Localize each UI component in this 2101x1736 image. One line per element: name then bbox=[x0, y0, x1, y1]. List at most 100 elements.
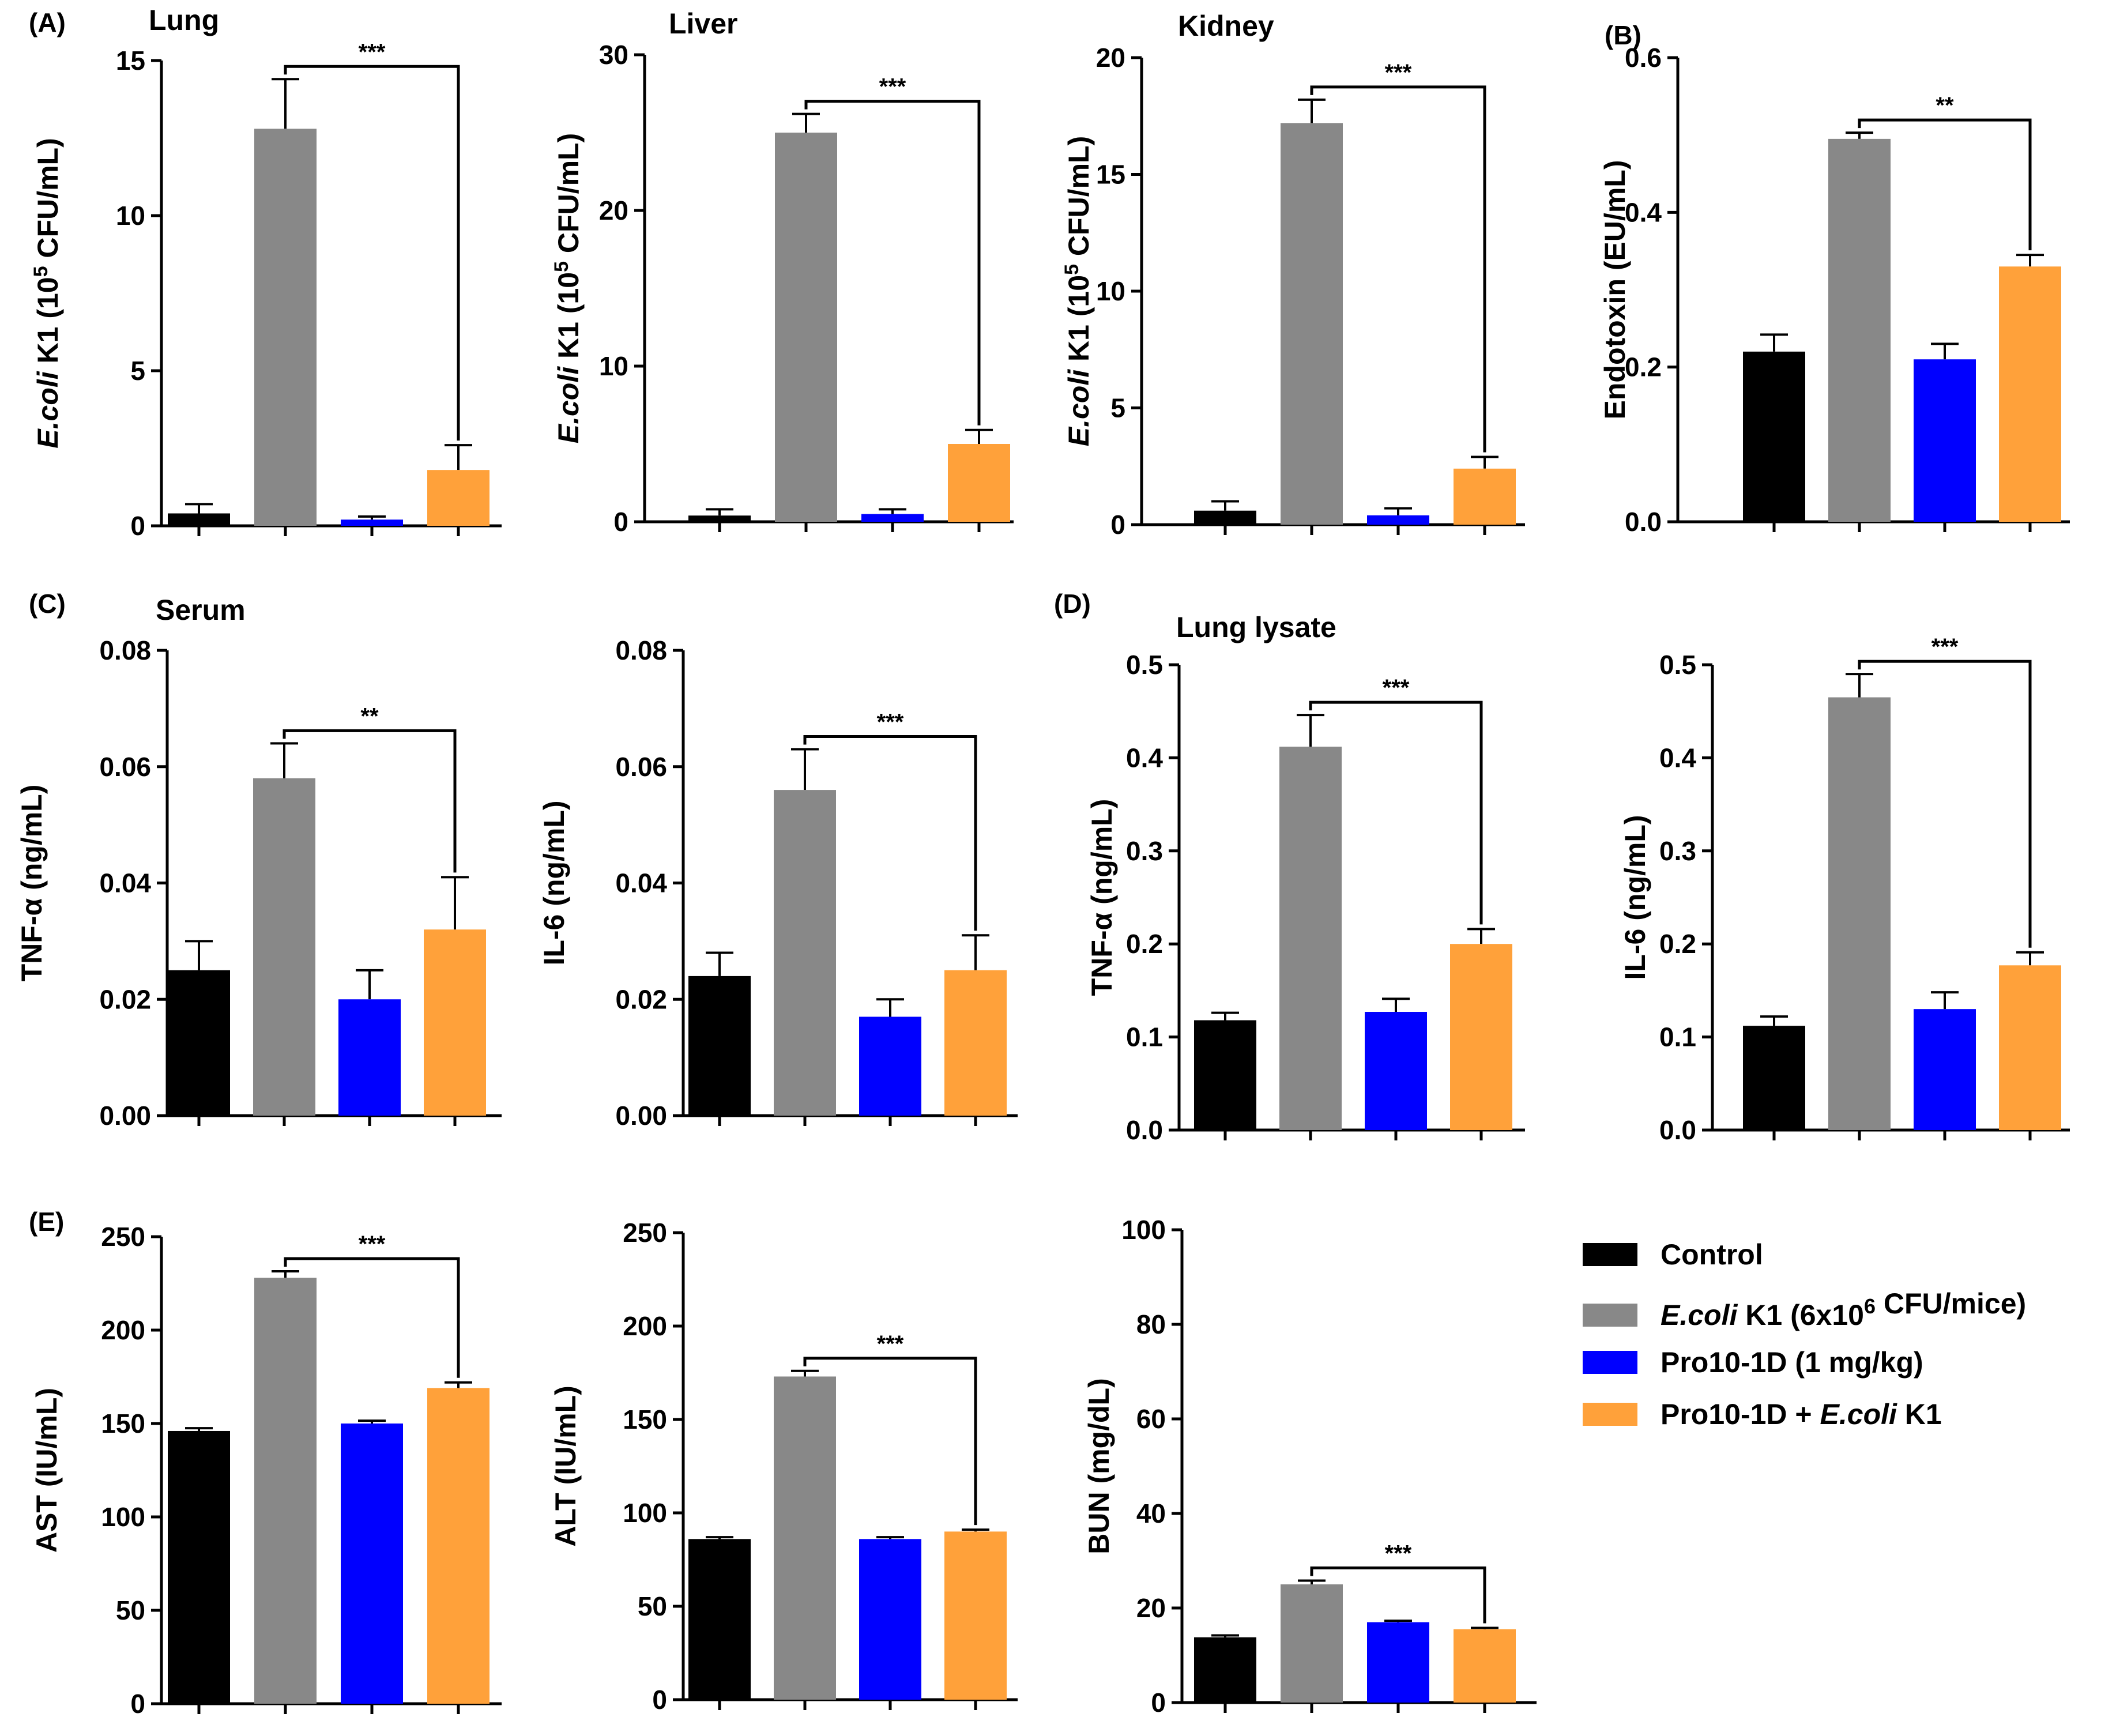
panel-label: (C) bbox=[29, 589, 66, 619]
y-tick-label: 100 bbox=[623, 1498, 667, 1528]
bar-lung_il6-0 bbox=[1743, 1026, 1805, 1130]
bar-alt-0 bbox=[688, 1539, 751, 1700]
legend-label: Pro10-1D + E.coli K1 bbox=[1661, 1398, 1942, 1430]
significance-bracket bbox=[1310, 1566, 1486, 1624]
significance-label: ** bbox=[1936, 93, 1954, 118]
y-tick-label: 0.02 bbox=[615, 984, 667, 1014]
legend-label: Pro10-1D (1 mg/kg) bbox=[1661, 1346, 1923, 1379]
panel-lung: 0 5 10 15 *** E.coli K1 (105 CFU/mL) (A) Lung bbox=[29, 4, 502, 541]
bar-bun-0 bbox=[1194, 1637, 1256, 1703]
y-axis-label: TNF-α (ng/mL) bbox=[16, 785, 48, 982]
bar-lung_il6-2 bbox=[1914, 1009, 1976, 1130]
significance-bracket bbox=[1858, 660, 2032, 948]
y-tick-label: 0.5 bbox=[1126, 650, 1163, 680]
y-tick-label: 0.4 bbox=[1659, 743, 1696, 773]
bar-endotoxin-1 bbox=[1828, 138, 1891, 522]
y-tick-label: 0.08 bbox=[99, 635, 151, 665]
panel-liver: 0 10 20 30 *** E.coli K1 (105 CFU/mL) Liver bbox=[551, 7, 1014, 537]
y-tick-label: 0.02 bbox=[99, 984, 151, 1014]
bar-lung-3 bbox=[427, 470, 490, 526]
panel-serum_il6: 0.00 0.02 0.04 0.06 0.08 *** IL-6 (ng/mL) bbox=[538, 635, 1018, 1131]
bar-bun-3 bbox=[1454, 1629, 1516, 1703]
legend-label: E.coli K1 (6x106 CFU/mice) bbox=[1661, 1287, 2026, 1331]
bar-lung_tnf-0 bbox=[1194, 1020, 1256, 1130]
bar-alt-3 bbox=[944, 1531, 1007, 1700]
y-tick-label: 20 bbox=[1136, 1593, 1166, 1623]
panel-title: Lung bbox=[149, 4, 219, 36]
bar-serum_tnf-3 bbox=[424, 929, 486, 1116]
y-axis-label: E.coli K1 (105 CFU/mL) bbox=[551, 133, 585, 443]
panel-serum_tnf: 0.00 0.02 0.04 0.06 0.08 ** TNF-α (ng/mL) (C) Se… bbox=[16, 589, 502, 1131]
significance-bracket bbox=[803, 735, 977, 931]
significance-label: ** bbox=[360, 703, 379, 729]
y-tick-label: 0 bbox=[130, 1689, 145, 1719]
y-tick-label: 40 bbox=[1136, 1498, 1166, 1528]
significance-bracket bbox=[284, 1257, 460, 1378]
y-tick-label: 15 bbox=[1096, 160, 1125, 190]
y-tick-label: 0.04 bbox=[615, 868, 667, 898]
y-tick-label: 0.06 bbox=[615, 752, 667, 782]
significance-bracket bbox=[1309, 701, 1483, 925]
bar-liver-2 bbox=[861, 514, 924, 522]
significance-label: *** bbox=[359, 1232, 386, 1257]
significance-label: *** bbox=[879, 74, 906, 100]
bar-endotoxin-2 bbox=[1914, 359, 1976, 522]
y-axis-label: TNF-α (ng/mL) bbox=[1086, 799, 1118, 996]
y-tick-label: 0.2 bbox=[1625, 352, 1662, 382]
y-tick-label: 20 bbox=[599, 195, 628, 225]
bar-lung_tnf-1 bbox=[1279, 747, 1342, 1130]
y-tick-label: 0 bbox=[1110, 510, 1125, 540]
bar-endotoxin-3 bbox=[1999, 266, 2061, 522]
panel-lung_tnf: 0.0 0.1 0.2 0.3 0.4 0.5 *** TNF-α (ng/mL) (D) Lun… bbox=[1054, 589, 1525, 1145]
y-tick-label: 0.6 bbox=[1625, 43, 1662, 73]
panel-bun: 0 20 40 60 80 100 *** BUN (mg/dL) bbox=[1083, 1215, 1537, 1718]
panel-title: Liver bbox=[669, 7, 738, 40]
bar-serum_il6-1 bbox=[774, 790, 836, 1116]
y-tick-label: 200 bbox=[101, 1315, 145, 1345]
y-tick-label: 0.00 bbox=[615, 1101, 667, 1131]
bar-lung-0 bbox=[168, 513, 230, 526]
y-tick-label: 30 bbox=[599, 40, 628, 70]
significance-bracket bbox=[1858, 118, 2032, 251]
panel-label: (A) bbox=[29, 7, 66, 37]
panel-title: Kidney bbox=[1178, 10, 1274, 42]
y-tick-label: 60 bbox=[1136, 1404, 1166, 1434]
bar-bun-2 bbox=[1367, 1622, 1429, 1703]
y-tick-label: 0.06 bbox=[99, 752, 151, 782]
y-tick-label: 5 bbox=[1110, 393, 1125, 423]
y-axis-label: ALT (IU/mL) bbox=[549, 1385, 582, 1547]
bar-lung_il6-3 bbox=[1999, 965, 2061, 1130]
significance-label: *** bbox=[359, 39, 386, 65]
y-axis-label: Endotoxin (EU/mL) bbox=[1599, 160, 1631, 420]
y-tick-label: 10 bbox=[1096, 276, 1125, 306]
bar-lung-1 bbox=[254, 129, 317, 526]
bar-liver-1 bbox=[775, 133, 837, 522]
y-tick-label: 15 bbox=[116, 46, 145, 76]
bar-lung_il6-1 bbox=[1828, 697, 1891, 1130]
panel-title: Lung lysate bbox=[1176, 611, 1336, 643]
legend-swatch bbox=[1583, 1243, 1637, 1266]
bar-alt-2 bbox=[859, 1539, 921, 1700]
bar-serum_tnf-0 bbox=[168, 970, 230, 1116]
legend: Control E.coli K1 (6x106 CFU/mice) Pro10-1… bbox=[1583, 1238, 2026, 1430]
bar-ast-3 bbox=[427, 1388, 490, 1704]
bar-serum_il6-3 bbox=[944, 970, 1007, 1116]
significance-bracket bbox=[284, 65, 460, 441]
y-tick-label: 100 bbox=[101, 1502, 145, 1532]
bar-bun-1 bbox=[1281, 1584, 1343, 1703]
y-tick-label: 10 bbox=[116, 201, 145, 231]
bar-serum_tnf-1 bbox=[253, 778, 315, 1116]
panel-label: (D) bbox=[1054, 589, 1091, 619]
panel-label: (E) bbox=[29, 1207, 64, 1237]
legend-swatch bbox=[1583, 1304, 1637, 1327]
y-axis-label: BUN (mg/dL) bbox=[1083, 1378, 1115, 1554]
y-tick-label: 0 bbox=[613, 507, 628, 537]
significance-label: *** bbox=[877, 709, 904, 735]
bar-kidney-1 bbox=[1281, 123, 1343, 525]
y-tick-label: 0 bbox=[130, 511, 145, 541]
y-tick-label: 100 bbox=[1121, 1215, 1166, 1245]
y-tick-label: 5 bbox=[130, 356, 145, 386]
bar-serum_il6-0 bbox=[688, 976, 751, 1116]
y-tick-label: 0.5 bbox=[1659, 650, 1696, 680]
